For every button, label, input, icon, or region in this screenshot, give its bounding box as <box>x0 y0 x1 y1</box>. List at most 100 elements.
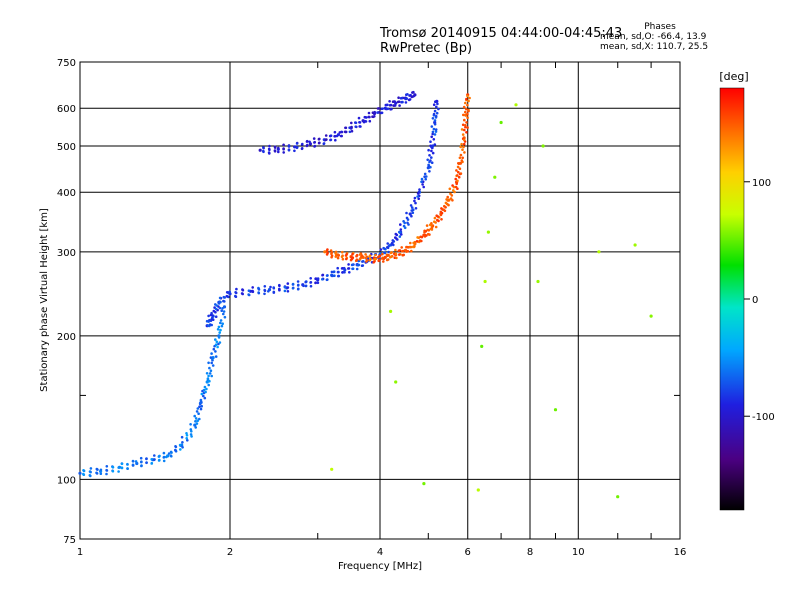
trace-dot <box>196 407 200 410</box>
trace-dot <box>210 374 213 378</box>
trace-dot <box>350 125 353 129</box>
trace-dot <box>219 321 222 325</box>
trace-dot <box>287 148 291 152</box>
trace-dot <box>334 255 338 258</box>
trace-dot <box>216 328 220 331</box>
data-point <box>514 103 518 107</box>
trace-dot <box>220 324 224 328</box>
trace-dot <box>355 267 359 271</box>
trace-dot <box>396 100 400 104</box>
trace-dot <box>296 284 300 287</box>
trace-dot <box>247 289 251 293</box>
trace-dot <box>404 101 408 104</box>
trace-dot <box>336 266 340 270</box>
trace-dot <box>293 145 296 149</box>
trace-dot <box>354 121 357 124</box>
trace-dot <box>401 253 405 257</box>
trace-dot <box>145 461 148 465</box>
trace-dot <box>443 204 446 208</box>
trace-dot <box>431 151 435 155</box>
axis-ticks <box>80 62 680 539</box>
trace-dot <box>251 286 254 289</box>
trace-dot <box>214 355 218 358</box>
trace-dot <box>361 260 364 263</box>
series-3 <box>258 90 417 155</box>
trace-dot <box>209 369 213 373</box>
trace-dot <box>408 94 411 97</box>
trace-dot <box>99 468 103 472</box>
trace-dot <box>400 246 404 249</box>
trace-dot <box>334 252 337 255</box>
trace-dot <box>348 126 351 129</box>
trace-dot <box>337 274 340 278</box>
trace-dot <box>212 347 216 351</box>
trace-dot <box>89 474 92 478</box>
trace-dot <box>257 291 261 295</box>
trace-dot <box>424 177 428 181</box>
trace-dot <box>432 127 436 131</box>
trace-dot <box>433 119 437 122</box>
trace-dot <box>207 314 210 318</box>
trace-dot <box>345 257 348 261</box>
data-point <box>394 380 398 384</box>
trace-dot <box>417 191 421 194</box>
trace-dot <box>364 256 368 260</box>
trace-dot <box>410 209 414 212</box>
trace-dot <box>451 184 454 187</box>
trace-dot <box>349 255 353 258</box>
y-tick-label: 300 <box>57 248 76 259</box>
data-point <box>499 120 503 125</box>
trace-dot <box>467 99 470 103</box>
trace-dot <box>376 111 379 114</box>
trace-dot <box>340 130 343 134</box>
trace-dot <box>300 143 304 146</box>
trace-dot <box>379 111 383 115</box>
trace-dot <box>385 107 389 111</box>
trace-dot <box>405 93 408 96</box>
x-tick-label: 8 <box>527 547 533 558</box>
y-tick-label: 200 <box>57 332 76 343</box>
trace-dot <box>296 287 300 291</box>
trace-dot <box>405 216 409 220</box>
trace-dot <box>339 134 343 138</box>
trace-dot <box>462 105 466 109</box>
trace-dot <box>322 138 326 141</box>
trace-dot <box>433 122 437 126</box>
trace-dot <box>439 210 443 214</box>
trace-dot <box>406 221 409 225</box>
trace-dot <box>435 111 439 115</box>
trace-dot <box>419 235 423 239</box>
trace-dot <box>208 323 212 326</box>
trace-dot <box>416 195 419 198</box>
trace-dot <box>247 293 251 297</box>
trace-dot <box>185 437 188 440</box>
trace-dot <box>324 138 328 141</box>
trace-dot <box>430 145 433 149</box>
trace-dot <box>277 150 280 154</box>
trace-dot <box>120 466 124 470</box>
trace-dot <box>302 284 305 288</box>
trace-dot <box>304 280 308 284</box>
trace-dot <box>360 254 364 257</box>
trace-dot <box>329 138 332 142</box>
trace-dot <box>207 374 210 378</box>
trace-dot <box>402 220 405 223</box>
trace-dot <box>398 104 401 107</box>
trace-dot <box>457 170 460 174</box>
grid <box>80 62 680 539</box>
trace-dot <box>126 463 129 466</box>
trace-dot <box>436 102 439 106</box>
trace-dot <box>399 223 402 226</box>
trace-dot <box>429 140 432 143</box>
trace-dot <box>179 448 182 451</box>
trace-dot <box>162 459 166 463</box>
trace-dot <box>287 145 291 148</box>
trace-dot <box>343 130 347 134</box>
data-point <box>323 250 327 254</box>
trace-dot <box>374 253 377 257</box>
trace-dot <box>426 228 430 232</box>
trace-dot <box>205 387 208 391</box>
trace-dot <box>199 407 203 411</box>
trace-dot <box>458 167 462 170</box>
trace-dot <box>308 140 311 144</box>
